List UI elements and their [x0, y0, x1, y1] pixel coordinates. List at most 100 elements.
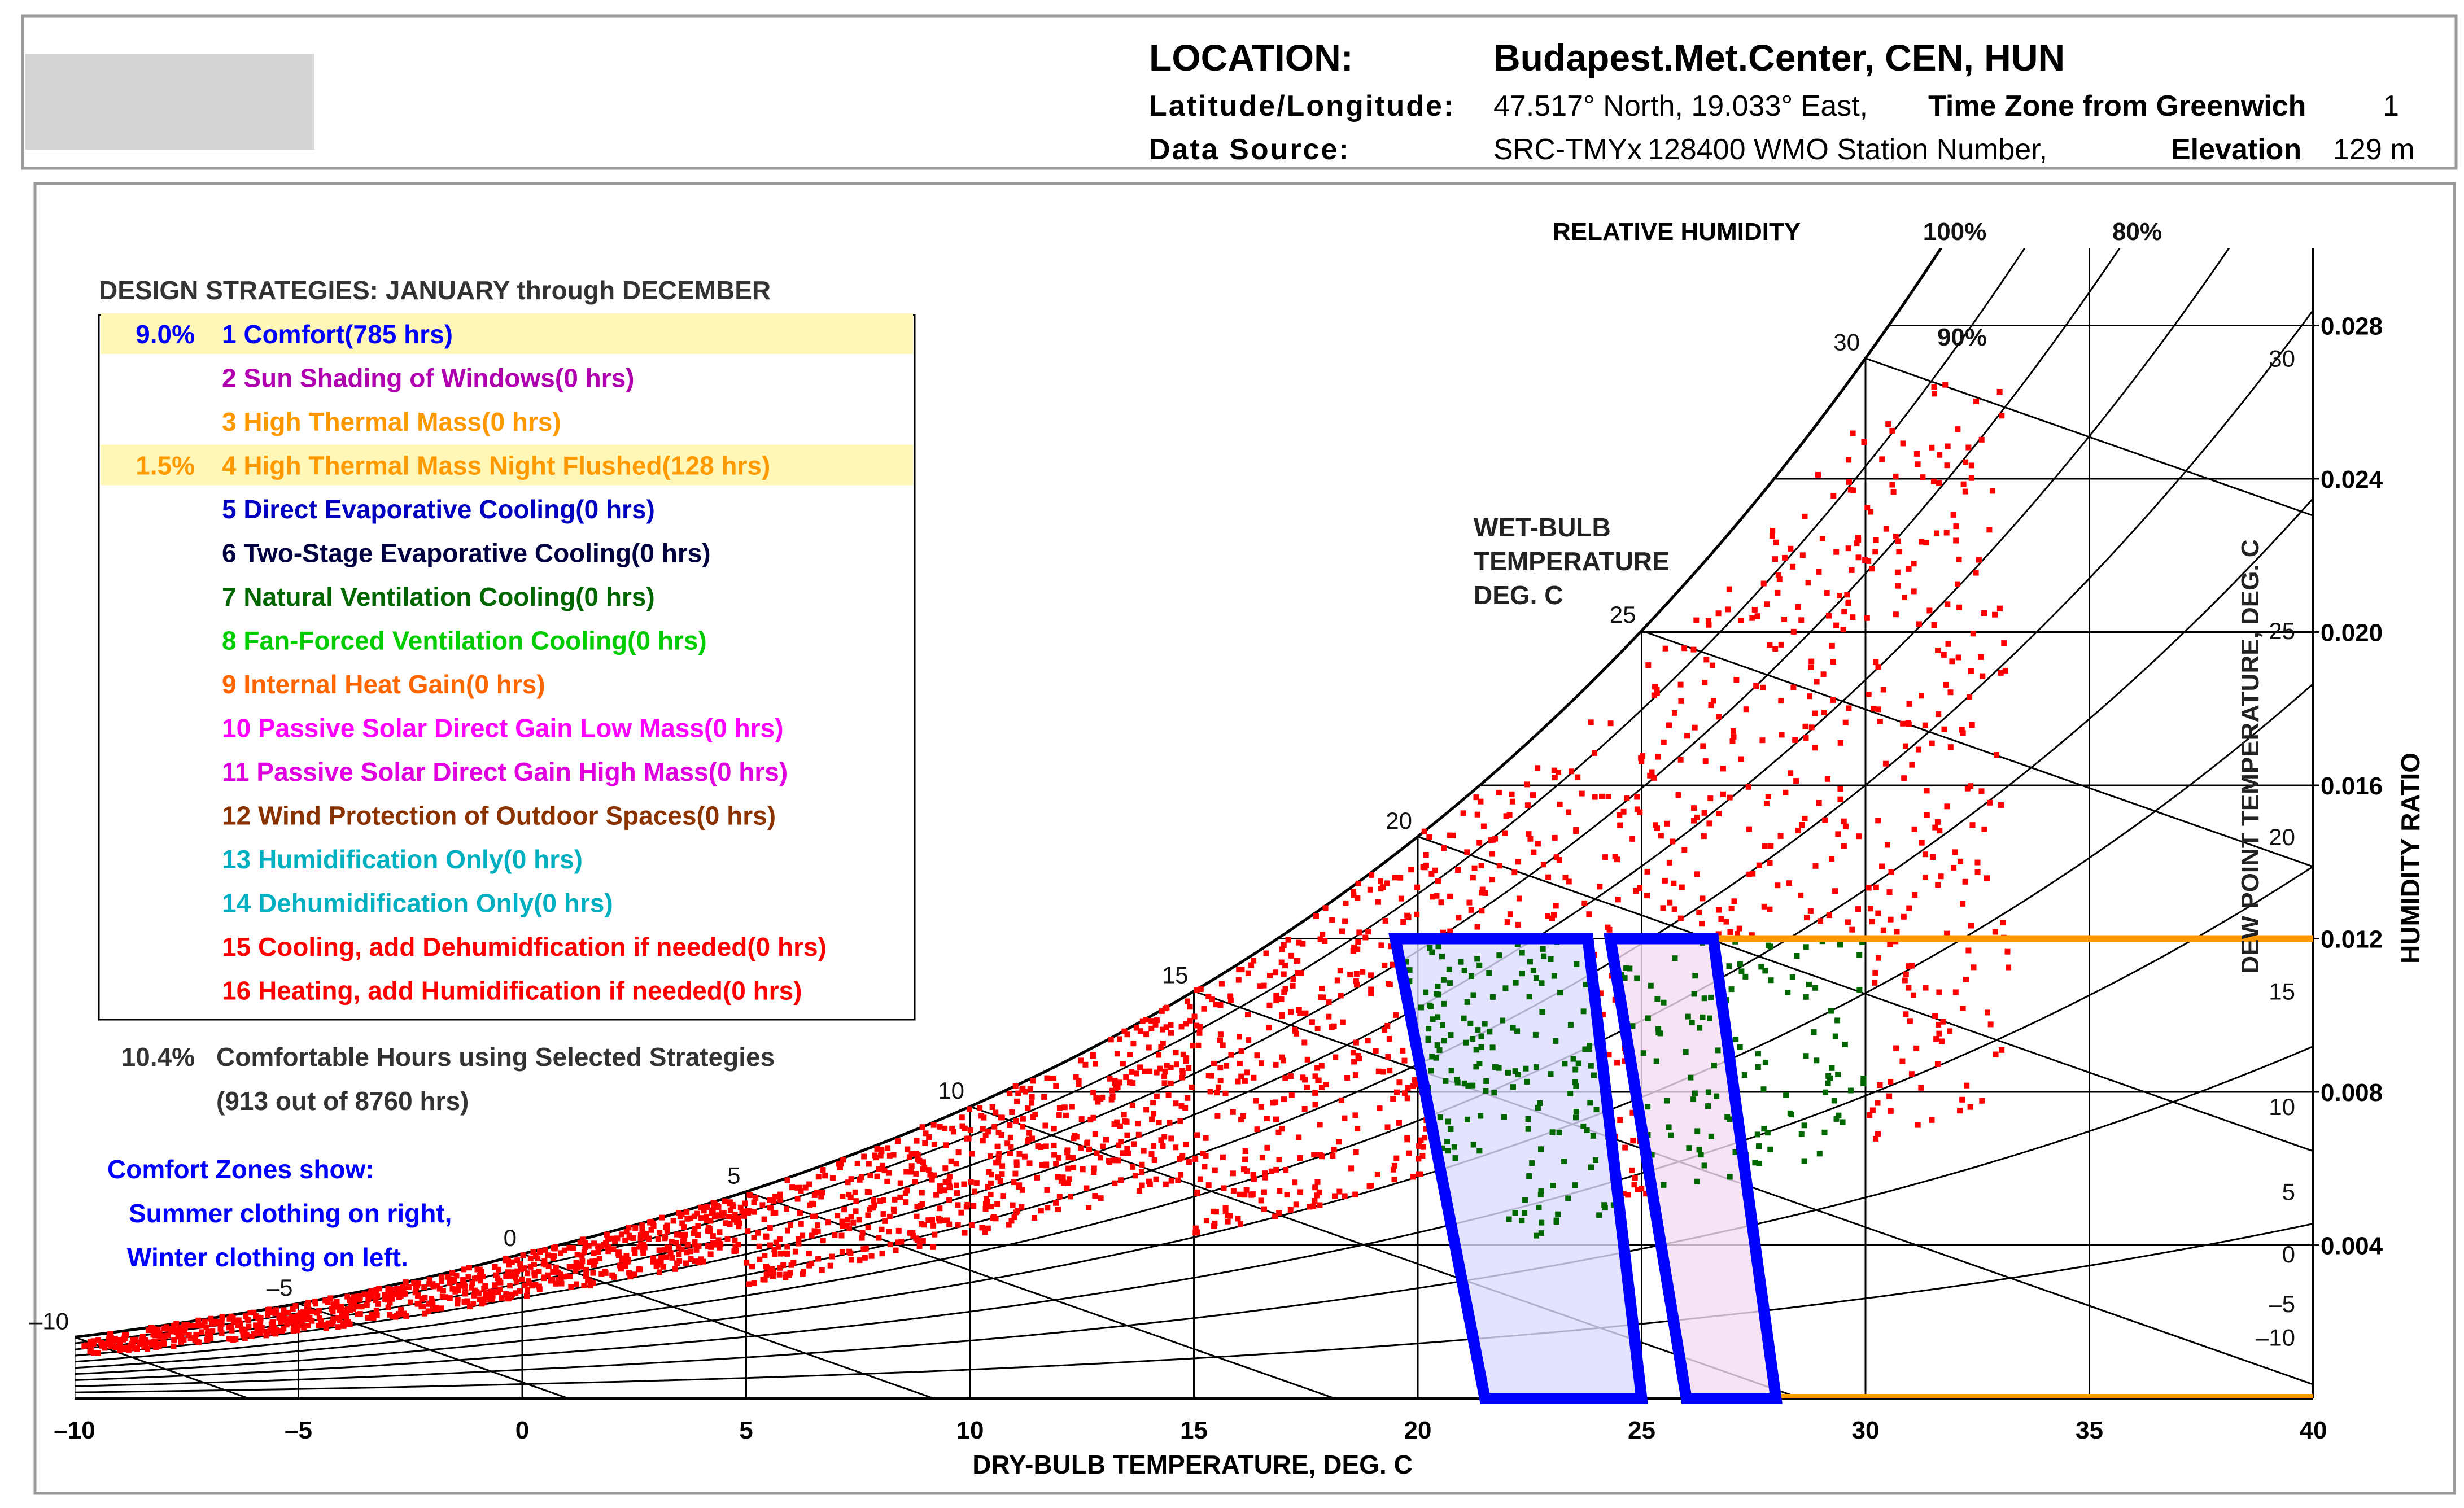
hour-point	[1465, 1082, 1471, 1089]
hour-point	[1336, 1188, 1343, 1195]
hour-point	[1588, 1063, 1594, 1069]
hour-point	[1538, 1230, 1544, 1236]
hour-point	[112, 1345, 119, 1350]
hour-point	[1919, 840, 1925, 846]
hour-point	[746, 1281, 752, 1287]
hour-point	[674, 1260, 680, 1266]
hour-point	[1735, 931, 1740, 937]
hour-point	[1173, 1144, 1179, 1151]
hour-point	[1968, 475, 1974, 481]
hour-point	[1515, 921, 1521, 928]
hour-point	[717, 1229, 723, 1235]
hour-point	[640, 1250, 646, 1256]
hour-point	[1828, 1008, 1834, 1014]
hour-point	[893, 1247, 899, 1253]
hour-point	[1930, 478, 1937, 484]
hour-point	[640, 1247, 645, 1253]
hour-point	[1127, 1052, 1133, 1057]
hour-point	[1282, 986, 1288, 992]
hour-point	[994, 1201, 1001, 1207]
hour-point	[1416, 1143, 1422, 1149]
hour-point	[1572, 1079, 1578, 1085]
hour-point	[536, 1269, 542, 1274]
hour-point	[1808, 665, 1814, 670]
hour-point	[504, 1292, 510, 1299]
hour-point	[1053, 1083, 1059, 1089]
hour-point	[1581, 900, 1588, 906]
hour-point	[1934, 530, 1939, 536]
hour-point	[526, 1280, 532, 1286]
hour-point	[1545, 913, 1551, 919]
hour-point	[926, 1134, 932, 1140]
hour-point	[1551, 912, 1557, 918]
hour-point	[1262, 1174, 1268, 1181]
comfort-note-line3: Winter clothing on left.	[127, 1243, 408, 1272]
hour-point	[1238, 1073, 1244, 1079]
hour-point	[1259, 1060, 1264, 1066]
hour-point	[1507, 911, 1513, 917]
hour-point	[1552, 834, 1558, 841]
hour-point	[461, 1299, 468, 1305]
hour-point	[1473, 794, 1479, 801]
hour-point	[650, 1255, 657, 1261]
hour-point	[1845, 599, 1851, 605]
hour-point	[1303, 1010, 1309, 1016]
hour-point	[1906, 701, 1912, 707]
rh-label-80: 80%	[2112, 218, 2162, 246]
hour-point	[1803, 994, 1809, 1000]
hour-point	[1929, 444, 1935, 451]
hour-point	[1092, 1131, 1098, 1137]
hour-point	[1877, 719, 1883, 724]
hour-point	[1645, 1104, 1651, 1110]
wetbulb-title-line2: TEMPERATURE	[1474, 547, 1670, 576]
hour-point	[881, 1168, 888, 1174]
hour-point	[1351, 944, 1357, 950]
hour-point	[1798, 1131, 1805, 1137]
hour-point	[1501, 1114, 1507, 1120]
hour-point	[322, 1297, 329, 1304]
hour-point	[1728, 986, 1735, 993]
hour-point	[1051, 1076, 1057, 1081]
hour-point	[806, 1181, 812, 1187]
hour-point	[570, 1264, 576, 1270]
hour-point	[1738, 968, 1745, 974]
hour-point	[1282, 963, 1288, 969]
hour-point	[1445, 1148, 1451, 1154]
hour-point	[113, 1337, 120, 1343]
hour-point	[1313, 913, 1319, 919]
hour-point	[290, 1306, 296, 1312]
hour-point	[1934, 1061, 1941, 1067]
hour-point	[1567, 1091, 1574, 1096]
hour-point	[1934, 819, 1941, 825]
hour-point	[1906, 566, 1912, 572]
hour-point	[784, 1177, 790, 1183]
hour-point	[1894, 929, 1900, 935]
hour-point	[1023, 1089, 1028, 1095]
hour-point	[1432, 867, 1438, 873]
hour-point	[1694, 871, 1700, 877]
hour-point	[1097, 1155, 1103, 1161]
hour-point	[1979, 1098, 1985, 1104]
hour-point	[1968, 462, 1974, 469]
hour-point	[1725, 606, 1731, 613]
hour-point	[1242, 1078, 1248, 1084]
hour-point	[1736, 925, 1742, 932]
hour-point	[1844, 592, 1850, 598]
hour-point	[1883, 526, 1889, 532]
hour-point	[1401, 1057, 1408, 1064]
latlon-label: Latitude/Longitude:	[1149, 90, 1455, 123]
hour-point	[1164, 1004, 1170, 1011]
hour-point	[1959, 1096, 1965, 1103]
hour-point	[1866, 885, 1872, 891]
hour-point	[341, 1322, 347, 1328]
hour-point	[1769, 533, 1775, 539]
hour-point	[1931, 384, 1937, 390]
hour-point	[1649, 1152, 1655, 1158]
hour-point	[1958, 858, 1964, 864]
hour-point	[1952, 989, 1959, 995]
hour-point	[1935, 882, 1941, 888]
hour-point	[440, 1288, 446, 1294]
hour-point	[335, 1324, 341, 1330]
hour-point	[1964, 785, 1971, 792]
hour-point	[1999, 413, 2005, 419]
